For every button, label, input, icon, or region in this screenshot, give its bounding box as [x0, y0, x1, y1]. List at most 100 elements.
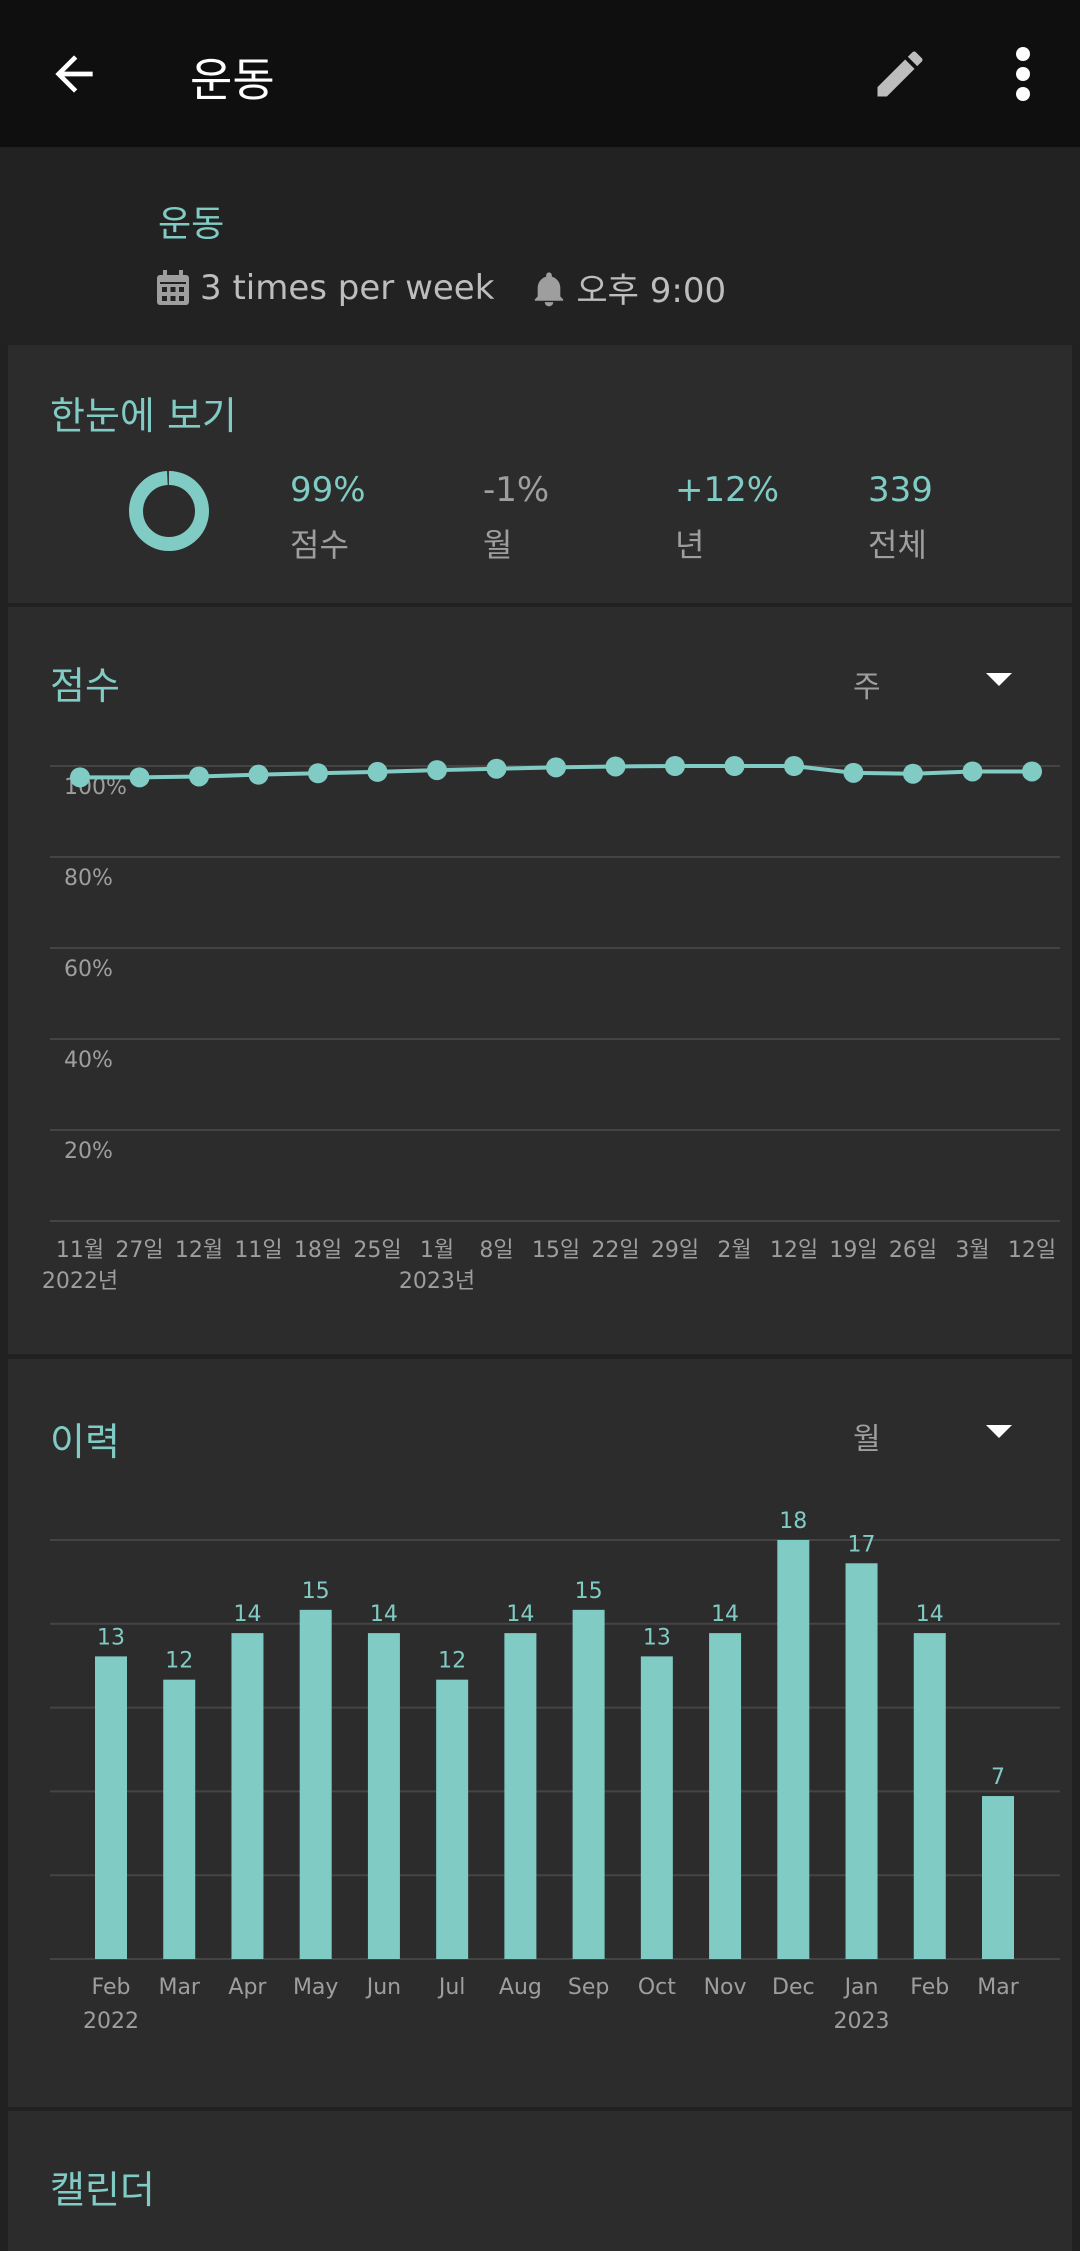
stat-year-label: 년: [675, 526, 705, 564]
x-tick-label: 25일: [353, 1238, 401, 1263]
calendar-icon: [157, 269, 189, 305]
page-title: 운동: [190, 53, 275, 107]
history-title: 이력: [50, 1420, 120, 1464]
score-ring: [129, 471, 209, 551]
history-bar: [231, 1633, 264, 1959]
bar-value-label: 14: [233, 1602, 261, 1627]
x-tick-label: 12일: [1008, 1238, 1056, 1263]
score-point: [70, 767, 90, 788]
x-tick-label: 19일: [829, 1238, 877, 1263]
x-tick-label: 2월: [717, 1238, 751, 1263]
habit-meta: 3 times per week 오후 9:00: [156, 263, 726, 312]
score-period-dropdown[interactable]: 주: [853, 670, 881, 705]
history-bar: [913, 1633, 946, 1959]
bar-value-label: 7: [991, 1765, 1005, 1790]
score-point: [248, 764, 269, 785]
x-tick-label: 29일: [651, 1238, 699, 1263]
chevron-down-icon[interactable]: [986, 673, 1012, 686]
bar-value-label: 13: [643, 1625, 671, 1650]
x-tick-label: Oct: [638, 1975, 676, 2000]
x-tick-label: Nov: [704, 1975, 747, 2000]
score-point: [784, 756, 804, 776]
bar-value-label: 14: [506, 1602, 534, 1627]
y-tick-label: 60%: [64, 957, 113, 982]
bar-value-label: 14: [370, 1602, 398, 1627]
x-tick-label: 8일: [479, 1238, 513, 1263]
score-card: 점수 주 100% 80% 60% 40% 20% 11월 27일 12월 11일 18일 25일 1…: [8, 607, 1072, 1354]
x-tick-label: 12월: [175, 1238, 223, 1263]
x-tick-label: 11월: [56, 1238, 104, 1263]
score-point: [605, 756, 626, 777]
x-tick-label: 26일: [889, 1238, 937, 1263]
overview-card: 한눈에 보기 99% 점수 -1% 월 +12% 년 339 전체: [8, 345, 1072, 603]
calendar-card: 캘린더: [8, 2111, 1072, 2251]
x-tick-label: 3월: [955, 1238, 989, 1263]
year-label: 2023년: [399, 1269, 475, 1294]
x-tick-label: Sep: [568, 1975, 609, 2000]
history-bar: [777, 1540, 810, 1959]
history-bar: [95, 1656, 127, 1959]
bar-value-label: 14: [711, 1602, 739, 1627]
x-tick-label: 22일: [591, 1238, 639, 1263]
score-point: [843, 762, 864, 783]
score-point: [189, 766, 209, 787]
x-tick-label: Feb: [910, 1975, 949, 2000]
stat-total-value: 339: [868, 470, 933, 510]
x-tick-label: 11일: [234, 1238, 282, 1263]
history-bar: [504, 1633, 537, 1959]
score-point: [308, 763, 328, 784]
stat-score-label: 점수: [290, 526, 349, 564]
x-tick-label: May: [293, 1975, 338, 2000]
score-point: [546, 757, 566, 778]
bar-value-label: 12: [438, 1649, 466, 1674]
habit-name: 운동: [158, 204, 225, 245]
year-label: 2022년: [42, 1269, 118, 1294]
habit-frequency: 3 times per week: [200, 267, 495, 308]
stat-score-value: 99%: [290, 470, 366, 510]
more-vert-icon[interactable]: [1000, 44, 1046, 104]
x-tick-label: Jan: [843, 1975, 879, 2000]
x-tick-label: Aug: [499, 1975, 542, 2000]
x-tick-label: Mar: [977, 1975, 1019, 2000]
stat-total: 339 전체: [868, 470, 933, 566]
stat-month-label: 월: [483, 526, 513, 564]
history-bar: [436, 1679, 469, 1959]
history-card: 이력 월 13 12 14 15 14 12 14 15 13 14 18 17 14 7 Feb Mar Ap…: [8, 1359, 1072, 2107]
x-tick-label: Dec: [772, 1975, 815, 2000]
year-label: 2022: [83, 2009, 139, 2034]
app-bar: 운동: [0, 0, 1080, 147]
x-tick-label: Mar: [158, 1975, 200, 2000]
stat-total-label: 전체: [868, 526, 927, 564]
chevron-down-icon[interactable]: [986, 1425, 1012, 1438]
bar-value-label: 17: [848, 1532, 876, 1557]
score-point: [665, 756, 685, 776]
bar-value-label: 15: [575, 1579, 603, 1604]
x-tick-label: Apr: [228, 1975, 267, 2000]
x-tick-label: Jun: [365, 1975, 401, 2000]
y-tick-label: 20%: [64, 1139, 113, 1164]
bar-value-label: 14: [916, 1602, 944, 1627]
score-point: [1022, 761, 1042, 782]
history-period-dropdown[interactable]: 월: [853, 1422, 881, 1457]
habit-header: 운동 3 times per week 오후 9:00: [0, 147, 1080, 344]
stat-year-value: +12%: [675, 470, 780, 510]
history-bar: [709, 1633, 742, 1959]
year-label: 2023: [834, 2009, 890, 2034]
arrow-left-icon[interactable]: [46, 46, 102, 102]
stat-score: 99% 점수: [290, 470, 366, 566]
x-tick-label: 12일: [770, 1238, 818, 1263]
score-point: [962, 761, 983, 782]
overview-title: 한눈에 보기: [50, 394, 237, 438]
stat-month-value: -1%: [483, 470, 550, 510]
history-chart: 13 12 14 15 14 12 14 15 13 14 18 17 14 7 Feb Mar Apr May J…: [50, 1509, 1060, 2034]
history-bar: [299, 1609, 332, 1959]
score-point: [903, 763, 923, 784]
bar-value-label: 13: [97, 1625, 125, 1650]
history-bar: [982, 1796, 1014, 1959]
x-tick-label: 18일: [294, 1238, 342, 1263]
history-bar: [163, 1679, 196, 1959]
score-point: [427, 760, 447, 781]
y-tick-label: 80%: [64, 866, 113, 891]
history-bar: [845, 1563, 878, 1959]
pencil-icon[interactable]: [870, 44, 930, 104]
